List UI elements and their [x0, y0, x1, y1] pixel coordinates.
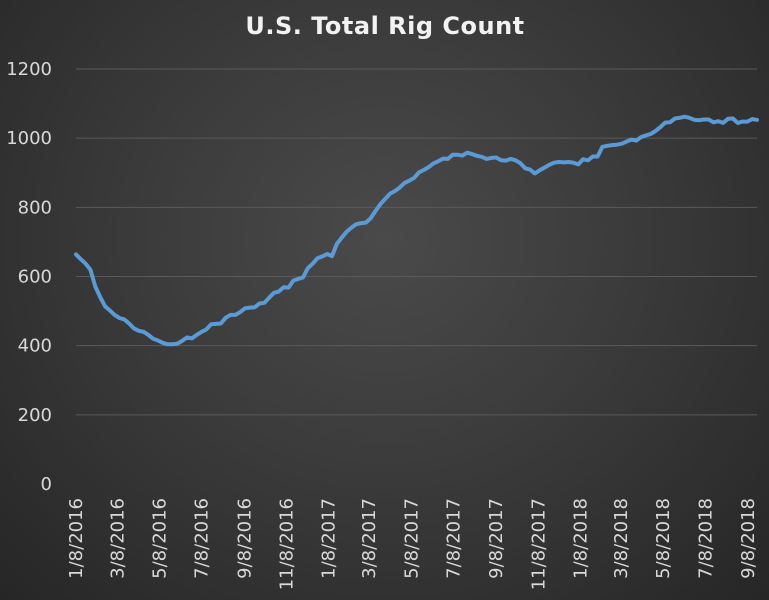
x-tick-label: 7/8/2017 — [443, 498, 464, 579]
y-tick-label: 200 — [18, 405, 52, 426]
y-tick-label: 800 — [18, 197, 52, 218]
x-tick-label: 3/8/2016 — [107, 498, 128, 579]
x-tick-label: 3/8/2018 — [611, 498, 632, 579]
x-tick-label: 5/8/2017 — [401, 498, 422, 579]
x-tick-label: 1/8/2017 — [319, 498, 340, 579]
x-tick-label: 1/8/2018 — [570, 498, 591, 579]
series-layer — [74, 114, 759, 347]
rig-count-line — [74, 114, 759, 347]
y-tick-label: 1000 — [6, 128, 52, 149]
x-tick-label: 11/8/2017 — [528, 498, 549, 590]
x-axis: 1/8/2016 3/8/2016 5/8/2016 7/8/2016 9/8/2016… — [66, 498, 759, 590]
x-tick-label: 7/8/2016 — [192, 498, 213, 579]
x-tick-label: 5/8/2016 — [149, 498, 170, 579]
x-tick-label: 9/8/2016 — [234, 498, 255, 579]
x-tick-label: 11/8/2016 — [276, 498, 297, 590]
y-tick-label: 1200 — [6, 59, 52, 80]
y-axis: 0 200 400 600 800 1000 1200 — [6, 59, 52, 495]
x-tick-label: 9/8/2017 — [486, 498, 507, 579]
y-tick-label: 400 — [18, 336, 52, 357]
y-tick-label: 600 — [18, 267, 52, 288]
y-tick-label: 0 — [41, 474, 52, 495]
x-tick-label: 3/8/2017 — [359, 498, 380, 579]
x-tick-label: 1/8/2016 — [66, 498, 87, 579]
x-tick-label: 5/8/2018 — [653, 498, 674, 579]
x-tick-label: 9/8/2018 — [738, 498, 759, 579]
x-tick-label: 7/8/2018 — [695, 498, 716, 579]
chart-title: U.S. Total Rig Count — [245, 12, 524, 40]
gridlines — [76, 68, 757, 416]
